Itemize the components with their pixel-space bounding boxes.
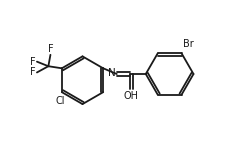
Text: Br: Br <box>183 39 193 49</box>
Text: F: F <box>31 67 36 77</box>
Text: OH: OH <box>124 91 139 101</box>
Text: N: N <box>108 68 116 78</box>
Text: F: F <box>31 57 36 67</box>
Text: Cl: Cl <box>55 96 64 106</box>
Text: F: F <box>48 44 53 54</box>
